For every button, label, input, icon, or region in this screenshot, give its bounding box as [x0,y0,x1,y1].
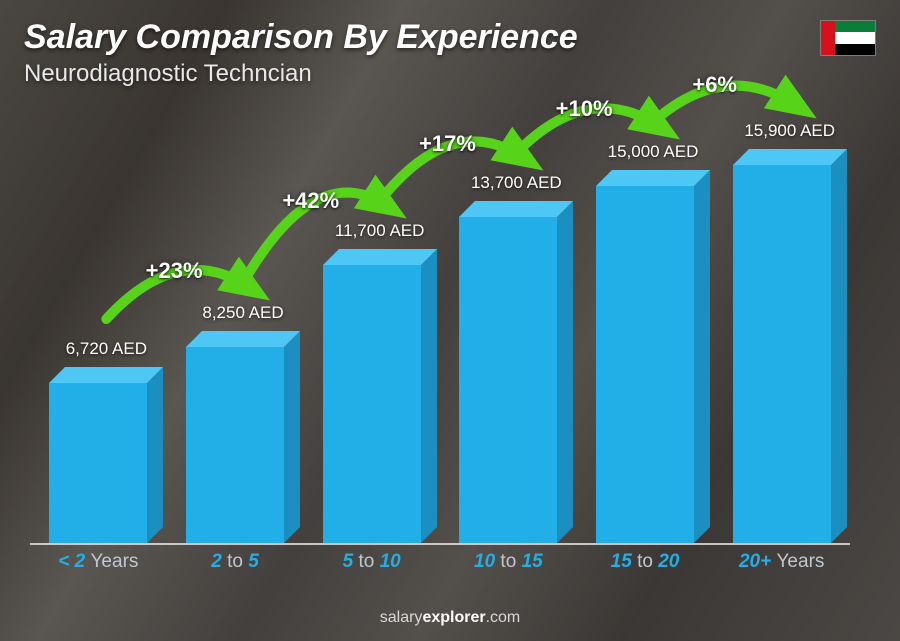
x-label: 20+ Years [713,551,850,573]
chart-subtitle: Neurodiagnostic Techncian [24,60,312,88]
bar-side [421,249,437,543]
bar-front [733,165,831,543]
bar-slot: 6,720 AED [30,110,167,543]
bar: 8,250 AED [186,347,284,543]
chart-title: Salary Comparison By Experience [24,18,578,57]
bar-slot: 13,700 AED [440,110,577,543]
bar-top [459,201,573,217]
bar-top [323,249,437,265]
bar: 11,700 AED [323,265,421,543]
increase-pct: +6% [692,72,737,98]
bar-top [733,149,847,165]
flag-hoist [821,21,835,55]
x-label: 15 to 20 [577,551,714,573]
bar-side [147,367,163,543]
bar-slot: 8,250 AED [167,110,304,543]
bar-slot: 15,000 AED [577,110,714,543]
value-label: 8,250 AED [173,303,313,323]
bar-side [557,201,573,543]
bar-top [186,331,300,347]
bar-side [694,170,710,543]
footer-pre: salary [380,609,423,626]
x-label: < 2 Years [30,551,167,573]
bar: 15,900 AED [733,165,831,543]
x-label: 2 to 5 [167,551,304,573]
x-label: 5 to 10 [303,551,440,573]
bars-row: 6,720 AED 8,250 AED 11,700 AED 13,700 AED 15… [30,110,850,543]
footer-post: .com [486,609,521,626]
value-label: 6,720 AED [36,339,176,359]
flag-stripe-top [835,21,876,32]
bar-top [596,170,710,186]
bar-slot: 11,700 AED [303,110,440,543]
bar-slot: 15,900 AED [713,110,850,543]
bar: 6,720 AED [49,383,147,543]
flag-stripes [835,21,876,55]
value-label: 13,700 AED [446,173,586,193]
value-label: 15,000 AED [583,142,723,162]
value-label: 15,900 AED [720,121,860,141]
chart-area: +23%+42%+17%+10%+6% 6,720 AED8,250 AED11… [30,110,850,571]
flag-stripe-bot [835,44,876,55]
bar-front [186,347,284,543]
bar-front [596,186,694,543]
footer-attribution: salaryexplorer.com [0,609,900,627]
chart-canvas: Salary Comparison By Experience Neurodia… [0,0,900,641]
uae-flag-icon [820,20,876,56]
x-label: 10 to 15 [440,551,577,573]
bar-front [459,217,557,543]
bar: 13,700 AED [459,217,557,543]
flag-stripe-mid [835,32,876,43]
bar-front [49,383,147,543]
bar: 15,000 AED [596,186,694,543]
x-labels: < 2 Years2 to 55 to 1010 to 1515 to 2020… [30,551,850,573]
bar-side [284,331,300,543]
x-axis-line [30,543,850,545]
bar-top [49,367,163,383]
bar-front [323,265,421,543]
bar-side [831,149,847,543]
footer-bold: explorer [422,609,485,626]
value-label: 11,700 AED [310,221,450,241]
